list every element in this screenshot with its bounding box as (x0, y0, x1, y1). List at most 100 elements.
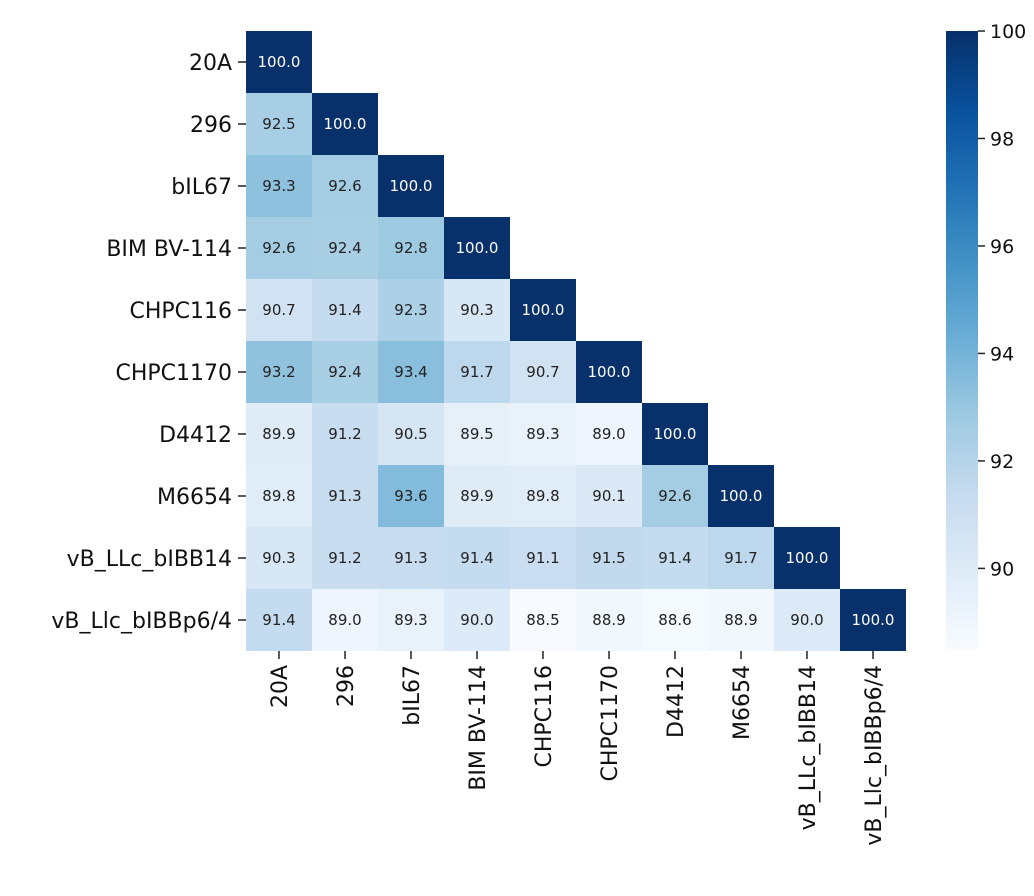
heatmap-cell (312, 589, 378, 651)
x-tick-label: CHPC116 (532, 665, 557, 768)
cell-value-label: 89.8 (262, 487, 295, 505)
heatmap-cell (708, 465, 774, 527)
heatmap-cell (246, 403, 312, 465)
cell-value-label: 93.2 (262, 363, 295, 381)
cell-value-label: 88.9 (724, 611, 757, 629)
cell-value-label: 100.0 (852, 611, 895, 629)
heatmap-cell (444, 341, 510, 403)
heatmap-cell (708, 589, 774, 651)
heatmap-cell (444, 589, 510, 651)
cell-value-label: 100.0 (390, 177, 433, 195)
heatmap-cell (444, 279, 510, 341)
cell-value-label: 100.0 (456, 239, 499, 257)
cell-value-label: 93.4 (394, 363, 427, 381)
heatmap-cell (246, 279, 312, 341)
cell-value-label: 90.1 (592, 487, 625, 505)
cell-value-label: 91.2 (328, 549, 361, 567)
x-tick-label: BIM BV-114 (466, 665, 491, 791)
heatmap-cell (774, 589, 840, 651)
cell-value-label: 89.9 (262, 425, 295, 443)
cell-value-label: 89.3 (526, 425, 559, 443)
heatmap-cell (510, 589, 576, 651)
colorbar-tick-label: 96 (990, 236, 1014, 258)
heatmap-cell (510, 527, 576, 589)
heatmap-cell (378, 155, 444, 217)
cell-value-label: 92.6 (658, 487, 691, 505)
cell-value-label: 100.0 (654, 425, 697, 443)
heatmap-cell (246, 217, 312, 279)
heatmap-cell (246, 93, 312, 155)
heatmap-cell (444, 527, 510, 589)
cell-value-label: 88.6 (658, 611, 691, 629)
x-tick-label: CHPC1170 (598, 665, 623, 782)
cell-value-label: 91.4 (658, 549, 691, 567)
row-labels: 20A 296 bIL67 BIM BV-114 CHPC116 CHPC1170 D441… (51, 51, 246, 634)
heatmap-cell (378, 465, 444, 527)
cell-value-label: 90.0 (790, 611, 823, 629)
heatmap-cell (378, 527, 444, 589)
heatmap-cell (378, 279, 444, 341)
heatmap-cell (510, 279, 576, 341)
cell-value-label: 92.6 (328, 177, 361, 195)
heatmap-cell (444, 403, 510, 465)
cell-value-label: 91.2 (328, 425, 361, 443)
heatmap-cell (576, 527, 642, 589)
cell-value-label: 92.8 (394, 239, 427, 257)
heatmap-cell (246, 341, 312, 403)
heatmap-cell (708, 527, 774, 589)
cell-value-label: 89.0 (592, 425, 625, 443)
cell-value-label: 90.3 (262, 549, 295, 567)
heatmap-cell (378, 589, 444, 651)
colorbar-tick-label: 98 (990, 128, 1014, 150)
heatmap-cell (642, 403, 708, 465)
cell-value-label: 88.5 (526, 611, 559, 629)
y-tick-label: vB_LLc_bIBB14 (67, 547, 232, 572)
cell-value-label: 90.5 (394, 425, 427, 443)
heatmap-cell (576, 465, 642, 527)
heatmap-cell (246, 465, 312, 527)
heatmap-cell (576, 589, 642, 651)
cell-value-label: 100.0 (258, 53, 301, 71)
cell-value-label: 89.8 (526, 487, 559, 505)
x-tick-label: D4412 (664, 665, 689, 738)
y-tick-label: BIM BV-114 (106, 237, 232, 262)
cell-value-label: 100.0 (720, 487, 763, 505)
cell-value-label: 92.3 (394, 301, 427, 319)
y-tick-label: vB_Llc_bIBBp6/4 (51, 609, 232, 634)
cell-value-label: 91.4 (262, 611, 295, 629)
heatmap-cell (576, 341, 642, 403)
x-tick-label: bIL67 (400, 665, 425, 726)
heatmap-cell (312, 217, 378, 279)
heatmap-cell (510, 403, 576, 465)
heatmap-cell (246, 589, 312, 651)
colorbar-tick-label: 90 (990, 558, 1014, 580)
cell-value-label: 88.9 (592, 611, 625, 629)
colorbar: 90 92 94 96 98 100 (946, 21, 1026, 649)
y-tick-label: CHPC116 (129, 299, 232, 324)
cell-value-label: 93.3 (262, 177, 295, 195)
heatmap-cell (378, 403, 444, 465)
y-tick-label: CHPC1170 (115, 361, 232, 386)
heatmap-cell (246, 31, 312, 93)
cell-value-label: 91.4 (328, 301, 361, 319)
cell-value-label: 91.5 (592, 549, 625, 567)
cell-value-label: 89.9 (460, 487, 493, 505)
cell-value-label: 90.7 (262, 301, 295, 319)
cell-value-label: 90.0 (460, 611, 493, 629)
heatmap-cell (642, 465, 708, 527)
cell-value-label: 91.7 (460, 363, 493, 381)
heatmap-cell (378, 217, 444, 279)
heatmap-cell (312, 93, 378, 155)
heatmap-cell (642, 589, 708, 651)
column-labels: 20A 296 bIL67 BIM BV-114 CHPC116 CHPC1170 D441… (268, 651, 887, 846)
heatmap-cell (510, 341, 576, 403)
cell-value-label: 92.5 (262, 115, 295, 133)
y-tick-label: 20A (189, 51, 232, 76)
colorbar-tick-label: 92 (990, 451, 1014, 473)
cell-value-label: 93.6 (394, 487, 427, 505)
heatmap-cell (774, 527, 840, 589)
heatmap-cell (444, 217, 510, 279)
heatmap-cell (510, 465, 576, 527)
heatmap-cell (246, 527, 312, 589)
